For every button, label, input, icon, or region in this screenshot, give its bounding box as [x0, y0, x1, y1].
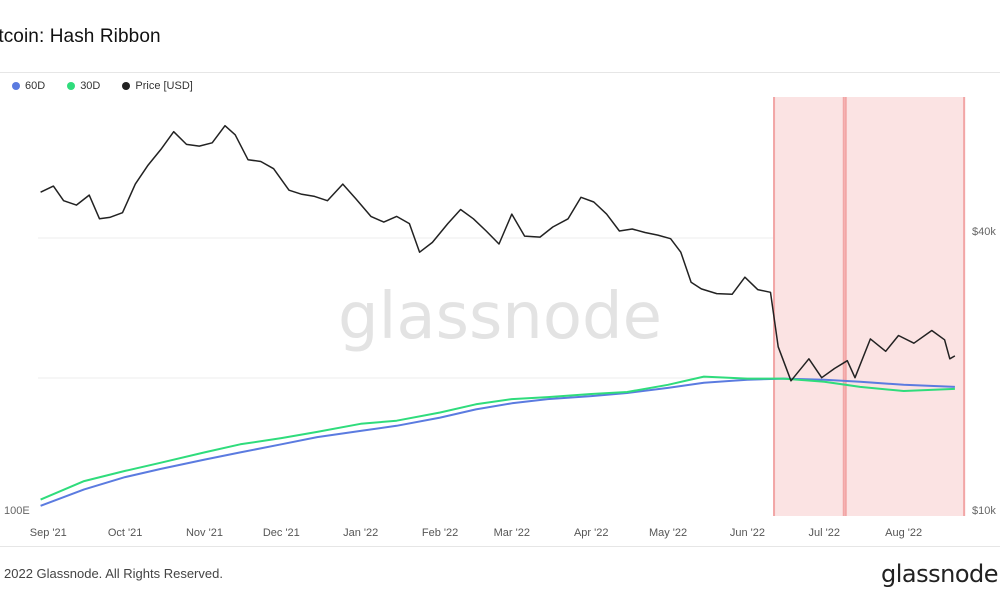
axis-labels: Sep '21 Oct '21 Nov '21 Dec '21 Jan '22 Feb '… [4, 226, 996, 539]
x-tick-label: Aug '22 [885, 527, 922, 539]
legend-60d-label: 60D [25, 80, 46, 92]
legend-item-price[interactable]: Price [USD] [122, 80, 193, 92]
legend-30d-dot-icon [67, 82, 76, 90]
x-tick-label: Oct '21 [108, 527, 143, 539]
x-tick-label: Jul '22 [809, 527, 840, 539]
highlight-bands [773, 97, 966, 516]
x-tick-label: Feb '22 [422, 527, 458, 539]
legend-30d-label: 30D [80, 80, 101, 92]
legend-price-dot-icon [122, 82, 131, 90]
x-tick-label: Sep '21 [30, 527, 67, 539]
x-tick-label: Jun '22 [730, 527, 765, 539]
x-tick-label: Apr '22 [574, 527, 609, 539]
chart-legend: 60D 30D Price [USD] [12, 80, 193, 92]
legend-item-60d[interactable]: 60D [12, 80, 45, 92]
x-tick-label: Mar '22 [494, 527, 530, 539]
x-tick-label: Dec '21 [263, 527, 300, 539]
highlight-band [844, 97, 966, 516]
series-line-price-usd [40, 124, 956, 382]
x-tick-label: Jan '22 [343, 527, 378, 539]
legend-price-label: Price [USD] [135, 80, 193, 92]
highlight-band [773, 97, 845, 516]
footer-copyright: 2022 Glassnode. All Rights Reserved. [4, 566, 223, 581]
y-tick-label-right: $10k [972, 505, 996, 517]
legend-item-30d[interactable]: 30D [67, 80, 100, 92]
watermark: glassnode [338, 280, 662, 354]
chart-title: itcoin: Hash Ribbon [0, 26, 161, 47]
footer-divider [0, 546, 1000, 547]
x-tick-label: Nov '21 [186, 527, 223, 539]
footer-logo: glassnode [880, 560, 999, 588]
y-tick-label-right: $40k [972, 226, 996, 238]
series-lines [40, 124, 956, 507]
x-tick-label: May '22 [649, 527, 687, 539]
header-divider [0, 72, 1000, 73]
legend-60d-dot-icon [12, 82, 20, 90]
y-tick-label-left: 100E [4, 505, 30, 517]
